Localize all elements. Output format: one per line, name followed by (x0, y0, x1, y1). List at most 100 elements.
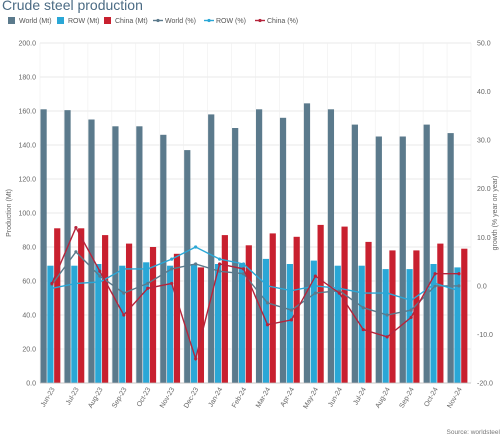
bar-world-mt (303, 103, 311, 383)
y-tick-label: 180.0 (18, 75, 36, 82)
line-point (241, 267, 246, 271)
line-point (457, 284, 461, 288)
bar-world-mt (375, 136, 382, 383)
line-point (433, 281, 437, 286)
bar-row-mt (71, 265, 78, 383)
line-point (265, 323, 270, 327)
legend-entry: China (%) (267, 18, 298, 25)
line-point (337, 286, 341, 290)
bar-world-mt (208, 114, 215, 384)
line-point (457, 272, 461, 276)
line-point (170, 257, 174, 261)
line-point (457, 289, 461, 293)
x-tick-label: Aug-23 (87, 386, 104, 409)
bar-china-mt (221, 235, 228, 383)
bar-row-mt (286, 264, 293, 383)
bar-row-mt (334, 265, 341, 383)
bar-china-mt (461, 248, 468, 383)
bar-world-mt (279, 117, 287, 384)
bar-china-mt (54, 228, 61, 383)
bar-china-mt (125, 243, 133, 383)
y2-tick-label: -20.0 (477, 381, 493, 388)
x-tick-label: Feb-24 (231, 386, 248, 409)
line-point (337, 289, 341, 293)
line-point (98, 269, 102, 273)
legend-swatch (57, 17, 64, 24)
line-china (51, 226, 459, 362)
y-tick-label: 200.0 (18, 41, 36, 48)
line-point (50, 281, 54, 286)
line-point (194, 357, 198, 361)
line-point (385, 313, 389, 317)
bar-row-mt (430, 264, 437, 383)
line-point (409, 315, 413, 320)
bar-world-mt (112, 126, 119, 384)
line-point (265, 301, 270, 305)
y2-tick-label: 10.0 (477, 235, 491, 242)
line-point (385, 291, 389, 295)
line-point (98, 280, 102, 284)
legend-entry: World (%) (165, 18, 196, 25)
bar-world-mt (447, 133, 454, 383)
bar-china-mt (245, 245, 252, 383)
bar-world-mt (88, 119, 95, 383)
x-tick-label: Jul-24 (352, 386, 368, 406)
bar-world-mt (327, 109, 335, 384)
y-axis-label: Production (Mt) (6, 189, 13, 237)
x-tick-label: Oct-24 (423, 386, 440, 408)
bar-world-mt (160, 134, 167, 383)
bar-china-mt (102, 235, 109, 383)
line-point (289, 289, 294, 293)
y-tick-label: 60.0 (22, 279, 36, 286)
line-point (241, 262, 246, 266)
line-point (433, 272, 437, 276)
line-point (98, 274, 102, 278)
line-point (122, 267, 126, 271)
x-tick-label: Jan-24 (208, 386, 225, 408)
bar-china-mt (437, 243, 444, 383)
y2-tick-label: 50.0 (477, 41, 491, 48)
line-point (289, 318, 294, 322)
line-point (217, 262, 222, 266)
line-point (217, 257, 222, 261)
legend-swatch-marker (258, 18, 262, 23)
y-tick-label: 120.0 (18, 177, 36, 184)
line-point (170, 267, 174, 271)
chart-title: Crude steel production (2, 0, 143, 13)
y-tick-label: 80.0 (22, 245, 36, 252)
y2-axis-label: growth (% year on year) (492, 176, 499, 251)
legend-entry: ROW (%) (216, 18, 246, 25)
bar-china-mt (365, 241, 372, 383)
bar-row-mt (238, 264, 246, 383)
line-world (51, 250, 459, 316)
x-tick-label: Mar-24 (255, 386, 272, 409)
bar-row-mt (358, 265, 365, 383)
line-point (409, 308, 413, 312)
bar-world-mt (232, 128, 239, 383)
line-point (361, 327, 365, 332)
line-point (170, 281, 174, 286)
line-point (409, 298, 413, 303)
bar-china-mt (269, 233, 276, 383)
x-tick-label: May-24 (302, 386, 320, 410)
bar-row-mt (95, 264, 102, 383)
y-tick-label: 140.0 (18, 143, 36, 150)
y2-tick-label: 20.0 (477, 186, 491, 193)
bar-row-mt (143, 262, 150, 383)
line-point (217, 269, 222, 273)
y-tick-label: 160.0 (18, 109, 36, 116)
line-point (50, 286, 54, 290)
x-tick-label: Jun-23 (40, 386, 57, 408)
legend: World (Mt) ROW (Mt) China (Mt) World (%) ROW… (8, 17, 298, 25)
bar-row-mt (310, 260, 317, 383)
line-point (122, 313, 126, 317)
growth-lines (50, 225, 461, 362)
bar-world-mt (351, 124, 358, 383)
bar-china-mt (341, 226, 348, 383)
line-point (433, 284, 437, 288)
x-tick-label: Dec-23 (183, 386, 200, 409)
line-point (74, 281, 78, 286)
legend-swatch-marker (156, 18, 160, 23)
bar-china-mt (149, 247, 157, 383)
legend-entry: ROW (Mt) (68, 18, 100, 25)
